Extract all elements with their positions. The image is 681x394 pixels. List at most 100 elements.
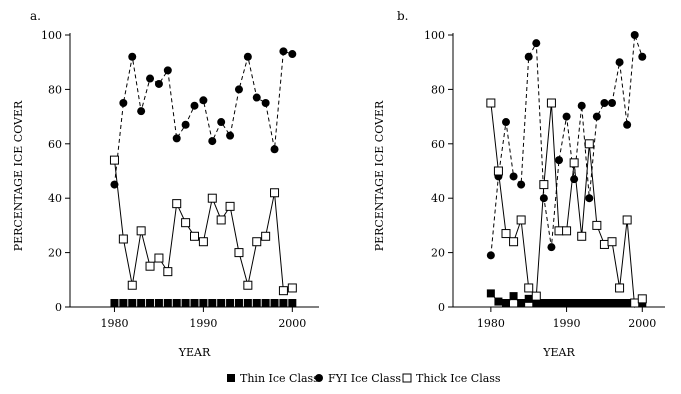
y-tick-label: 20 <box>48 247 62 260</box>
fyi-ice-point <box>146 74 155 83</box>
thin-ice-point <box>555 299 563 307</box>
x-tick-label: 2000 <box>278 317 306 330</box>
fyi-ice-point <box>608 99 616 107</box>
thick-ice-point <box>607 237 617 247</box>
thin-ice-point <box>502 299 510 307</box>
fyi-ice-point <box>486 251 495 260</box>
fyi-ice-point <box>119 99 128 107</box>
thin-ice-point <box>199 299 208 307</box>
thin-ice-point <box>146 299 155 307</box>
thin-ice-point <box>524 294 533 303</box>
thick-ice-point <box>599 239 609 249</box>
legend-thick-ice-label: Thick Ice Class <box>416 372 501 385</box>
fyi-ice-point <box>570 175 579 184</box>
thin-ice-point <box>226 299 235 307</box>
thin-ice-point <box>154 299 163 307</box>
thin-ice-point <box>243 299 252 307</box>
fyi-ice-point <box>270 145 279 154</box>
fyi-ice-point <box>181 120 190 129</box>
y-tick-label: 60 <box>431 138 445 151</box>
thin-ice-point <box>577 299 586 307</box>
thick-ice-point <box>163 267 173 277</box>
thick-ice-point <box>637 294 647 304</box>
y-tick-label: 100 <box>424 29 445 42</box>
y-tick-label: 40 <box>48 192 62 205</box>
fyi-ice-point <box>163 66 172 75</box>
thin-ice-point <box>137 299 146 307</box>
fyi-ice-point <box>226 131 235 140</box>
thick-ice-point <box>524 283 534 293</box>
x-tick-label: 1990 <box>553 317 581 330</box>
fyi-ice-point <box>524 52 533 61</box>
thick-ice-point <box>516 215 526 225</box>
y-axis-title: PERCENTAGE ICE COVER <box>373 100 386 251</box>
y-tick-label: 20 <box>431 247 445 260</box>
fyi-ice-point <box>592 112 601 121</box>
thick-ice-point <box>622 215 632 225</box>
thin-ice-point <box>208 299 217 307</box>
thin-ice-point <box>623 299 632 307</box>
series-line-filled-circle <box>114 50 293 185</box>
thick-ice-point <box>615 283 625 293</box>
fyi-ice-point <box>615 58 624 67</box>
thick-ice-point <box>501 229 511 239</box>
fyi-ice-point <box>208 137 217 146</box>
thin-ice-point <box>217 299 226 307</box>
thick-ice-point <box>278 286 288 296</box>
fyi-ice-point <box>562 112 571 121</box>
fyi-ice-point <box>137 107 146 116</box>
thick-ice-point <box>531 291 541 301</box>
thick-ice-point <box>562 226 572 236</box>
fyi-ice-point <box>154 79 163 88</box>
series-line-open-square <box>490 102 643 309</box>
legend-thin-ice-label: Thin Ice Class <box>240 372 319 385</box>
y-tick-label: 80 <box>431 83 445 96</box>
y-tick-label: 40 <box>431 192 445 205</box>
thick-ice-point <box>109 155 119 165</box>
y-tick-label: 0 <box>438 301 445 314</box>
thick-ice-point <box>181 218 191 228</box>
fyi-ice-point <box>128 52 137 61</box>
thin-ice-point <box>517 299 526 307</box>
thin-ice-point <box>190 299 199 307</box>
y-tick-label: 80 <box>48 83 62 96</box>
panel-a: a. 0 20 40 60 80 100 1980 1990 2000 PERCENTAGE ICE… <box>12 9 319 359</box>
x-tick-label: 1980 <box>100 317 128 330</box>
fyi-ice-point <box>577 101 586 110</box>
fyi-ice-point <box>623 120 632 129</box>
legend: Thin Ice Class FYI Ice Class Thick Ice C… <box>227 372 501 385</box>
thick-ice-point <box>136 226 146 236</box>
legend-thick-ice-marker <box>402 373 412 383</box>
fyi-ice-point <box>539 194 548 203</box>
thin-ice-point <box>615 299 624 307</box>
x-axis-title: YEAR <box>178 346 211 359</box>
legend-fyi-ice-marker <box>315 374 323 382</box>
fyi-ice-point <box>517 180 526 189</box>
thin-ice-point <box>181 299 190 307</box>
series-line-filled-circle <box>490 34 643 256</box>
thick-ice-point <box>546 98 556 108</box>
thick-ice-point <box>234 248 244 258</box>
thin-ice-point <box>592 299 601 307</box>
fyi-ice-point <box>547 243 556 252</box>
thin-ice-point <box>486 289 495 298</box>
fyi-ice-point <box>638 52 647 61</box>
y-tick-label: 0 <box>55 301 62 314</box>
thick-ice-point <box>569 158 579 168</box>
thin-ice-point <box>600 299 609 307</box>
thin-ice-point <box>562 299 571 307</box>
fyi-ice-point <box>199 96 208 105</box>
panel-a-label: a. <box>30 9 41 23</box>
legend-thin-ice-marker <box>227 374 235 382</box>
panel-b-label: b. <box>397 9 409 23</box>
thin-ice-point <box>608 299 616 307</box>
fyi-ice-point <box>190 101 199 110</box>
thin-ice-point <box>270 299 279 307</box>
thin-ice-point <box>585 299 594 307</box>
thin-ice-point <box>539 299 548 307</box>
fyi-ice-point <box>279 47 288 56</box>
fyi-ice-point <box>585 194 594 203</box>
fyi-ice-point <box>509 172 518 181</box>
series-line-open-square <box>114 160 293 292</box>
